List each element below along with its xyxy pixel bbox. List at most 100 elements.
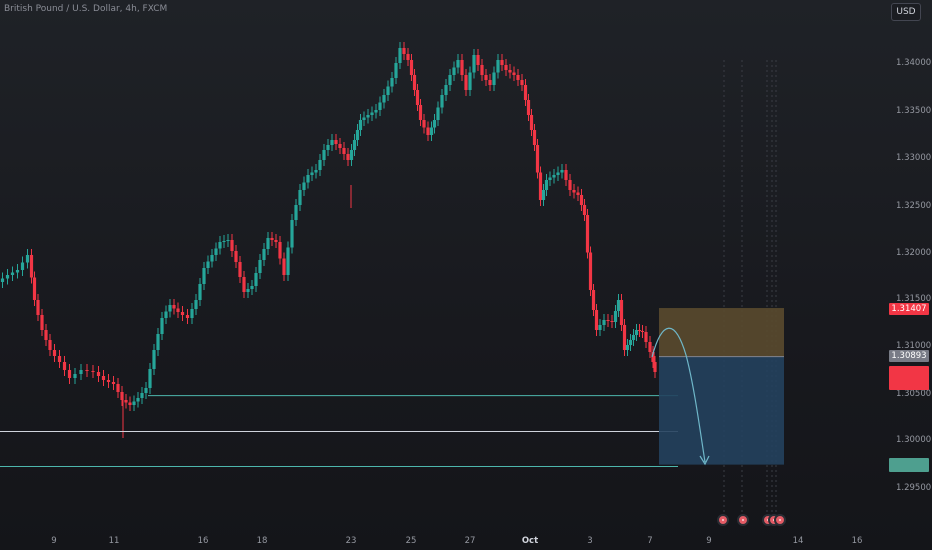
price-tick: 1.31000 [896, 341, 932, 351]
date-tick: 16 [851, 536, 863, 546]
candle-body [330, 140, 334, 145]
candle-body [140, 393, 144, 398]
candle-body [246, 289, 250, 292]
candle-body [286, 247, 290, 275]
event-flag-icon[interactable] [774, 514, 786, 526]
candle-body [644, 332, 648, 342]
candle-body [572, 190, 576, 193]
candle-body [535, 145, 540, 173]
date-tick: 25 [405, 536, 417, 546]
candle-body [426, 127, 430, 135]
candle-body [560, 170, 564, 173]
candle-body [556, 172, 560, 175]
candle-body [5, 275, 10, 279]
candle-body [500, 60, 504, 65]
candle-body [516, 75, 520, 80]
candle-body [342, 148, 346, 154]
candle-body [274, 240, 278, 242]
date-tick: 14 [792, 536, 804, 546]
candle-body [526, 100, 531, 115]
candle-body [448, 75, 452, 85]
candle-body [32, 277, 37, 300]
event-flag-icon[interactable] [717, 514, 729, 526]
candle-body [480, 65, 484, 75]
candle-body [588, 252, 593, 290]
candle-body [496, 60, 500, 73]
candle-body [57, 356, 62, 362]
price-tick: 1.31500 [896, 294, 932, 304]
candle-body [176, 308, 180, 312]
candle-body [352, 140, 357, 150]
candle-body [468, 72, 472, 90]
candle-body [579, 195, 584, 205]
candle-body [564, 170, 568, 180]
candle-body [172, 305, 176, 309]
candle-body [48, 340, 52, 350]
date-tick: 27 [464, 536, 476, 546]
candle-body [432, 120, 437, 128]
candle-body [266, 238, 270, 249]
candle-body [538, 172, 543, 200]
candle-body [436, 107, 440, 120]
candle-body [20, 262, 25, 270]
candle-body [128, 402, 132, 405]
candle-body [258, 260, 262, 273]
candle-body [52, 350, 57, 356]
candle-body [532, 130, 537, 145]
candle-body [116, 384, 120, 392]
date-tick-month: Oct [521, 536, 539, 546]
candle-body [210, 255, 214, 262]
candle-body [152, 350, 156, 369]
candle-body [544, 180, 549, 190]
candle-body [180, 312, 185, 315]
candle-body [370, 112, 374, 115]
candle-body [91, 371, 95, 372]
candle-body [29, 255, 34, 278]
candle-body [464, 75, 468, 90]
candle-body [409, 60, 414, 75]
date-tick: 18 [256, 536, 268, 546]
event-flag-icon[interactable] [737, 514, 749, 526]
candle-body [106, 380, 111, 382]
candle-body [366, 115, 370, 118]
candle-body [326, 145, 330, 150]
position-reward-zone [659, 356, 784, 465]
candle-body [242, 277, 246, 292]
candle-body [412, 75, 417, 90]
candle-body [25, 255, 30, 263]
candle-body [202, 268, 206, 284]
candle-body [40, 315, 44, 330]
candle-body [602, 320, 606, 325]
currency-button[interactable]: USD [891, 3, 921, 21]
candle-body [120, 392, 124, 400]
candle-body [591, 290, 596, 310]
candle-body [0, 278, 5, 282]
candle-body [585, 215, 590, 253]
candle-body [148, 369, 152, 388]
candle-body [378, 102, 382, 110]
candle-body [523, 85, 528, 100]
price-tick: 1.30500 [896, 389, 932, 399]
candle-body [460, 60, 464, 75]
date-tick: 16 [197, 536, 209, 546]
stop-price-badge: 1.31407 [889, 303, 929, 315]
candle-body [44, 330, 48, 340]
candle-body [374, 110, 378, 113]
candle-body [552, 175, 556, 178]
date-tick: 7 [647, 536, 653, 546]
projection-arrow [651, 327, 706, 463]
candle-body [651, 352, 655, 362]
price-tick: 1.34000 [896, 58, 932, 68]
date-tick: 3 [587, 536, 593, 546]
date-tick: 9 [706, 536, 712, 546]
candle-body [10, 272, 15, 275]
candle-body [358, 120, 363, 130]
candle-body [386, 86, 390, 95]
candle-body [156, 334, 160, 350]
candle-body [73, 374, 77, 378]
candle-body [85, 370, 89, 371]
candle-body [576, 192, 580, 195]
candle-body [254, 273, 258, 286]
price-tick: 1.30000 [896, 435, 932, 445]
